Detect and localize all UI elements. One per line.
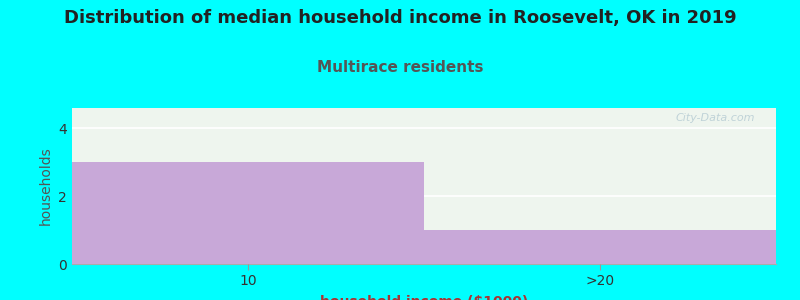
Text: Multirace residents: Multirace residents: [317, 60, 483, 75]
Y-axis label: households: households: [39, 147, 53, 225]
Text: City-Data.com: City-Data.com: [675, 113, 755, 123]
Bar: [72, 162, 424, 264]
Bar: [424, 230, 776, 264]
Text: Distribution of median household income in Roosevelt, OK in 2019: Distribution of median household income …: [64, 9, 736, 27]
X-axis label: household income ($1000): household income ($1000): [320, 296, 528, 300]
